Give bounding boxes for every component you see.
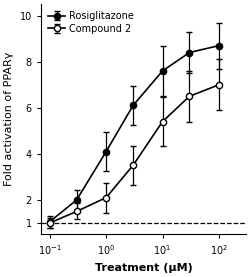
Y-axis label: Fold activation of PPARγ: Fold activation of PPARγ xyxy=(4,52,14,186)
X-axis label: Treatment (μM): Treatment (μM) xyxy=(94,263,192,273)
Legend: Rosiglitazone, Compound 2: Rosiglitazone, Compound 2 xyxy=(46,9,136,36)
